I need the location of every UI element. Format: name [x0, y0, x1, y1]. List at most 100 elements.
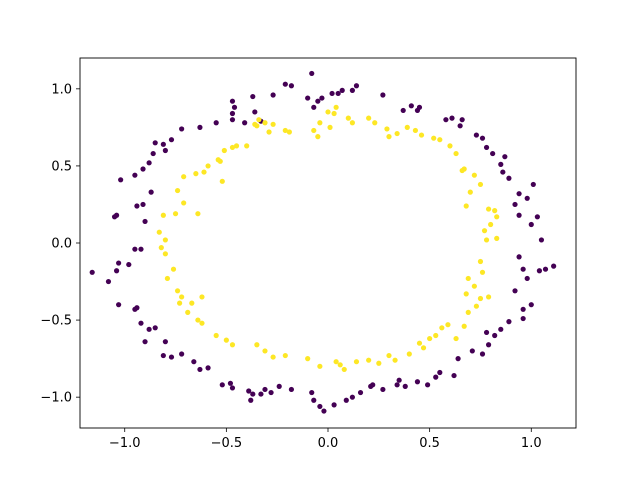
scatter-point [233, 143, 240, 149]
scatter-point [530, 181, 536, 188]
scatter-point [116, 260, 122, 266]
scatter-point [427, 335, 433, 342]
scatter-point [152, 325, 158, 331]
scatter-point [437, 369, 443, 376]
scatter-point [162, 237, 168, 243]
y-tick-label: −1.0 [40, 391, 72, 406]
scatter-point [189, 300, 195, 306]
scatter-point [250, 93, 256, 100]
scatter-point [266, 129, 272, 135]
scatter-point [485, 342, 492, 348]
scatter-point [520, 266, 526, 272]
scatter-point [229, 117, 236, 123]
scatter-point [538, 237, 545, 243]
scatter-point [331, 110, 337, 117]
scatter-point [254, 342, 260, 348]
scatter-point [229, 385, 236, 391]
scatter-point [498, 326, 504, 332]
scatter-point [205, 365, 211, 371]
scatter-point [254, 123, 260, 129]
scatter-point [437, 137, 443, 143]
scatter-point [327, 124, 333, 130]
scatter-point [345, 115, 351, 121]
scatter-point [174, 288, 181, 294]
scatter-point [353, 359, 360, 365]
scatter-point [512, 201, 518, 208]
scatter-point [479, 269, 486, 275]
scatter-point [229, 98, 236, 104]
scatter-point [177, 300, 183, 306]
scatter-point [455, 356, 461, 362]
scatter-point [170, 266, 177, 272]
scatter-point [146, 326, 152, 332]
scatter-point [199, 294, 205, 300]
scatter-point [331, 402, 337, 408]
scatter-point [471, 172, 477, 178]
scatter-point [341, 366, 347, 373]
scatter-point [463, 291, 469, 297]
scatter-point [394, 130, 400, 137]
scatter-point [357, 389, 364, 396]
scatter-point [400, 107, 406, 114]
scatter-point [394, 382, 400, 388]
scatter-point [479, 351, 486, 357]
scatter-point [309, 389, 315, 396]
scatter-point [288, 83, 295, 89]
scatter-point [406, 351, 412, 357]
scatter-point [213, 332, 219, 339]
scatter-point [488, 221, 494, 228]
scatter-point [500, 169, 506, 175]
scatter-point [317, 403, 323, 410]
scatter-point [349, 394, 355, 400]
scatter-point [380, 92, 386, 98]
scatter-point [408, 103, 414, 109]
scatter-point [315, 134, 321, 140]
scatter-point [443, 117, 449, 123]
scatter-point [199, 320, 205, 326]
scatter-point [262, 386, 268, 393]
scatter-point [164, 275, 171, 282]
y-tick-label: 0.5 [51, 159, 72, 174]
scatter-point [465, 275, 471, 282]
scatter-point [162, 251, 168, 257]
scatter-point [516, 191, 522, 197]
scatter-point [477, 181, 484, 188]
scatter-point [242, 120, 248, 126]
scatter-point [506, 319, 512, 325]
scatter-point [142, 339, 148, 345]
scatter-point [412, 127, 419, 134]
y-tick-label: 0.0 [51, 237, 72, 252]
scatter-point [315, 98, 321, 104]
scatter-point [483, 237, 490, 243]
scatter-point [386, 352, 392, 359]
scatter-point [201, 169, 207, 175]
scatter-point [339, 87, 345, 93]
scatter-point [270, 354, 276, 360]
scatter-point [461, 323, 467, 329]
scatter-point [142, 218, 148, 225]
scatter-point [433, 374, 439, 380]
scatter-point [229, 342, 236, 348]
scatter-point [376, 360, 382, 366]
scatter-point [256, 117, 262, 123]
scatter-point [506, 175, 512, 181]
scatter-point [172, 211, 179, 217]
scatter-point [244, 143, 250, 149]
scatter-point [262, 348, 268, 354]
scatter-point [473, 303, 479, 309]
scatter-point [195, 317, 201, 323]
scatter-point [372, 120, 378, 126]
scatter-point [520, 315, 526, 322]
scatter-point [416, 104, 423, 110]
scatter-point [349, 120, 355, 126]
scatter-point [477, 258, 484, 265]
scatter-point [132, 306, 138, 312]
scatter-point [528, 221, 534, 228]
scatter-point [337, 362, 343, 368]
scatter-point [219, 178, 225, 184]
x-tick-label: 0.5 [419, 436, 440, 451]
scatter-point [276, 383, 282, 389]
scatter-point [270, 92, 276, 98]
y-axis: −1.0 −0.5 0.0 0.5 1.0 [40, 82, 80, 406]
